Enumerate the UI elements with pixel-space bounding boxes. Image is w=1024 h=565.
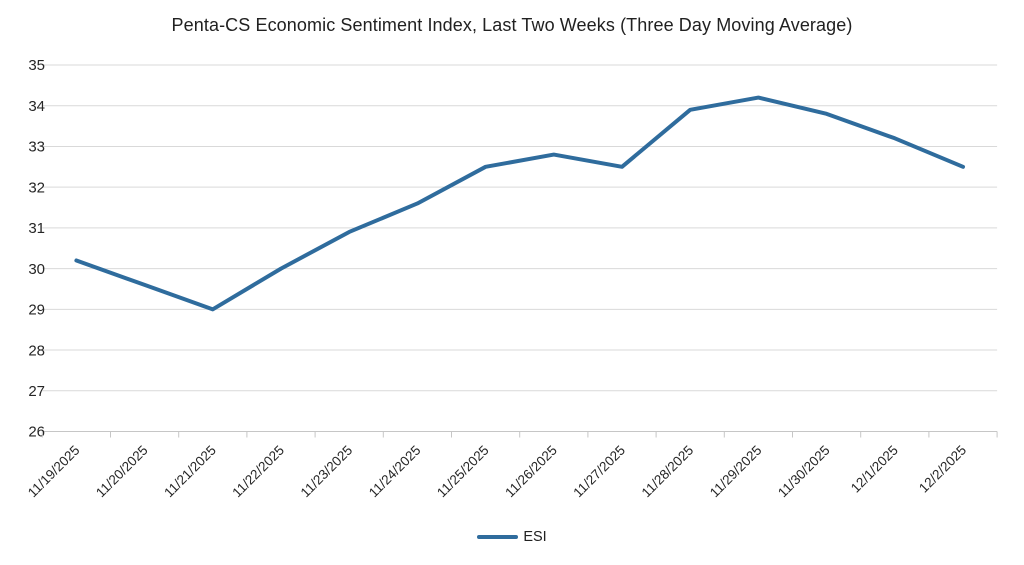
chart-legend: ESI: [0, 529, 1024, 545]
legend-line-swatch-icon: [477, 535, 519, 539]
x-axis-label: 11/22/2025: [229, 443, 287, 501]
series-line-esi: [74, 95, 965, 312]
y-axis-label: 32: [28, 179, 45, 196]
y-axis-label: 34: [28, 98, 45, 115]
y-axis-label: 28: [28, 342, 45, 359]
x-axis-label: 12/2/2025: [916, 443, 969, 496]
x-axis-label: 11/30/2025: [775, 443, 833, 501]
y-axis-label: 27: [28, 383, 45, 400]
y-axis-label: 35: [28, 57, 45, 74]
x-axis-label: 11/29/2025: [707, 443, 765, 501]
x-axis-label: 11/23/2025: [298, 443, 356, 501]
y-axis-label: 31: [28, 220, 45, 237]
chart-title: Penta-CS Economic Sentiment Index, Last …: [171, 15, 853, 35]
x-axis-label: 11/25/2025: [434, 443, 492, 501]
x-axis-label: 11/24/2025: [366, 443, 424, 501]
y-axis-label: 33: [28, 139, 45, 156]
x-axis-label: 11/19/2025: [25, 443, 83, 501]
x-axis-label: 11/27/2025: [570, 443, 628, 501]
x-axis-label: 11/20/2025: [93, 443, 151, 501]
y-axis-label: 26: [28, 424, 45, 441]
x-axis-label: 12/1/2025: [848, 443, 901, 496]
y-axis-label: 30: [28, 261, 45, 278]
x-axis-label: 11/26/2025: [502, 443, 560, 501]
x-axis-label: 11/21/2025: [161, 443, 219, 501]
legend-label: ESI: [523, 529, 547, 545]
y-axis-label: 29: [28, 302, 45, 319]
x-axis-label: 11/28/2025: [639, 443, 697, 501]
